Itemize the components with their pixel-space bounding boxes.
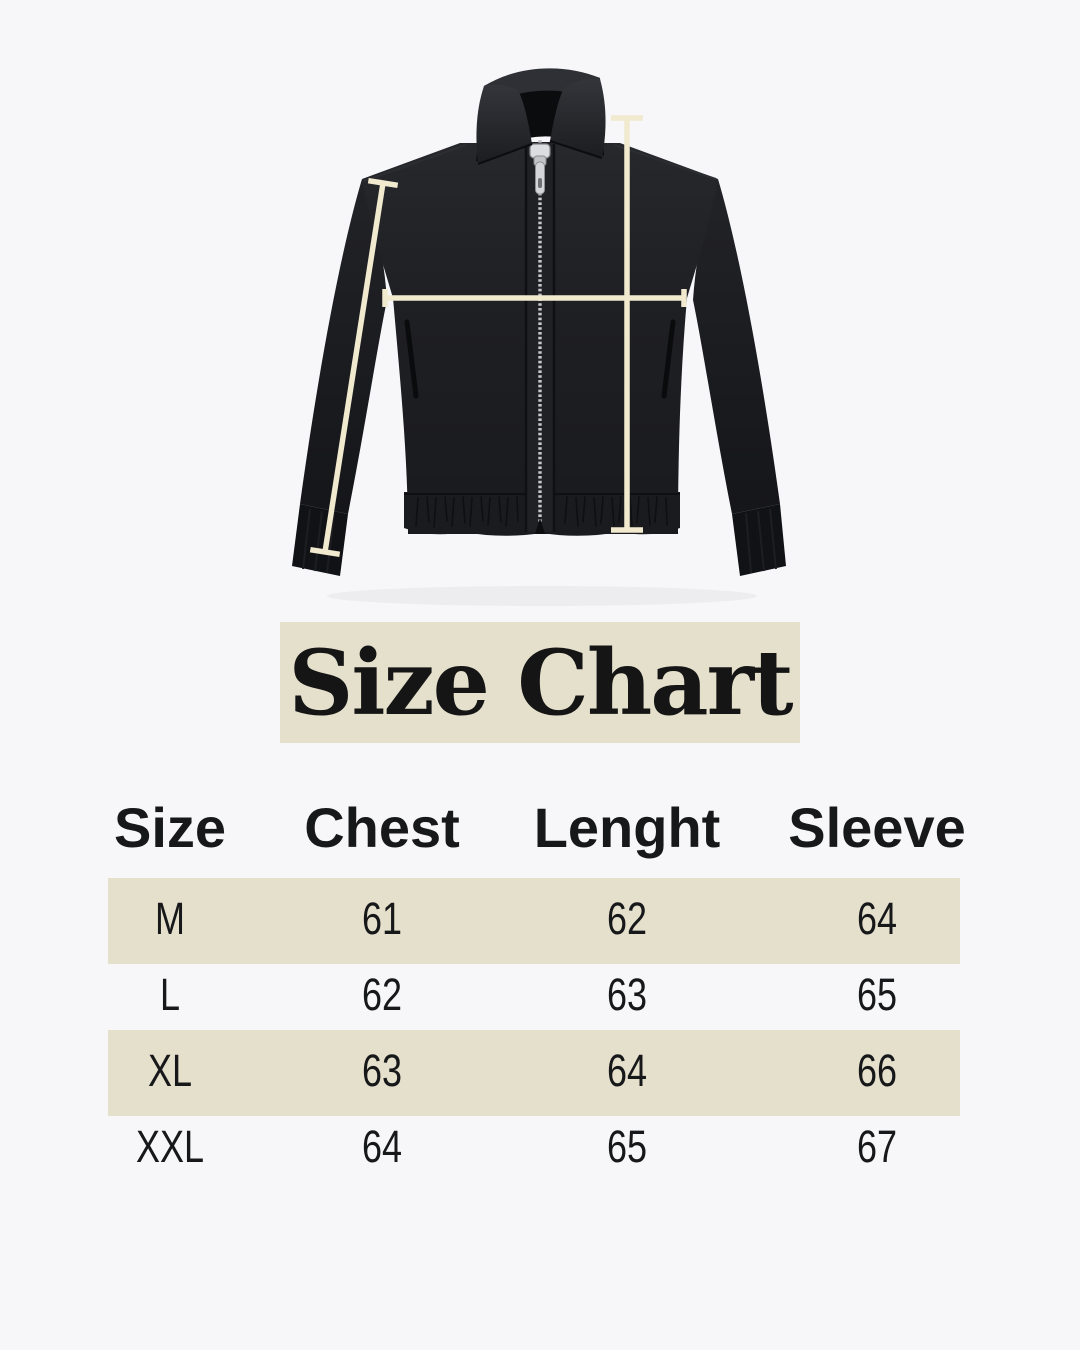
column-header-size: Size: [113, 795, 227, 859]
jacket-shadow: [327, 586, 757, 606]
cell-size: XXL: [135, 1120, 205, 1172]
column-header-chest: Chest: [304, 795, 460, 859]
cell-sleeve: 66: [856, 1044, 898, 1096]
table-header-row: Size Chest Lenght Sleeve: [108, 782, 966, 878]
table-row-m: M 61 62 64: [108, 878, 960, 964]
size-table: Size Chest Lenght Sleeve M 61 62 64 L 62…: [108, 782, 966, 1182]
measure-lines: [309, 115, 687, 558]
cell-lenght: 64: [606, 1044, 648, 1096]
page-title: Size Chart: [288, 629, 793, 736]
hem-gathers: [415, 496, 668, 528]
table-row-l: L 62 63 65: [108, 964, 960, 1030]
cell-sleeve: 64: [856, 892, 898, 944]
cell-size: L: [159, 968, 181, 1020]
cell-chest: 63: [361, 1044, 403, 1096]
left-pocket: [404, 319, 419, 399]
table-row-xl: XL 63 64 66: [108, 1030, 960, 1116]
cell-chest: 62: [361, 968, 403, 1020]
cell-sleeve: 67: [856, 1120, 898, 1172]
cell-size: XL: [147, 1044, 193, 1096]
column-header-lenght: Lenght: [533, 795, 721, 859]
jacket-image: [292, 68, 786, 606]
table-row-xxl: XXL 64 65 67: [108, 1116, 960, 1182]
jacket-collar: [476, 68, 606, 165]
sleeve-measure-line: [309, 177, 399, 558]
cell-sleeve: 65: [856, 968, 898, 1020]
cell-lenght: 62: [606, 892, 648, 944]
jacket-sleeves: [292, 179, 786, 576]
cell-lenght: 65: [606, 1120, 648, 1172]
cell-chest: 61: [361, 892, 403, 944]
cell-size: M: [155, 892, 185, 944]
right-pocket: [661, 319, 676, 399]
column-header-sleeve: Sleeve: [788, 795, 966, 859]
cell-chest: 64: [361, 1120, 403, 1172]
length-measure-line: [611, 115, 643, 533]
chest-measure-line: [382, 289, 687, 307]
size-chart-title-box: Size Chart: [280, 622, 800, 743]
cell-lenght: 63: [606, 968, 648, 1020]
jacket-zipper: [524, 140, 556, 534]
jacket-figure: [280, 48, 790, 608]
